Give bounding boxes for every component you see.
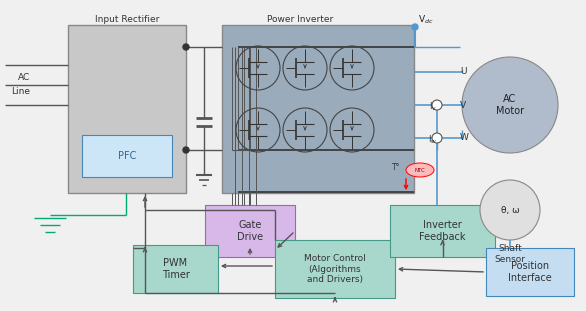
- Bar: [68, 25, 186, 193]
- Text: V$_{dc}$: V$_{dc}$: [418, 14, 434, 26]
- Text: AC: AC: [18, 73, 30, 82]
- Bar: [133, 245, 218, 293]
- Text: I$_w$: I$_w$: [428, 134, 437, 146]
- Text: AC
Motor: AC Motor: [496, 94, 524, 116]
- Text: PFC: PFC: [118, 151, 136, 161]
- Text: Power Inverter: Power Inverter: [267, 15, 333, 24]
- Bar: [275, 240, 395, 298]
- Text: Input Rectifier: Input Rectifier: [95, 15, 159, 24]
- Bar: [222, 25, 414, 193]
- Text: I$_v$: I$_v$: [429, 101, 437, 113]
- Bar: [82, 135, 172, 177]
- Circle shape: [462, 57, 558, 153]
- Circle shape: [183, 44, 189, 50]
- Text: Gate
Drive: Gate Drive: [237, 220, 263, 242]
- Bar: [390, 205, 495, 257]
- Bar: [486, 248, 574, 296]
- Circle shape: [183, 147, 189, 153]
- Text: Inverter
Feedback: Inverter Feedback: [419, 220, 466, 242]
- Text: Position
Interface: Position Interface: [508, 261, 552, 283]
- Text: U: U: [460, 67, 466, 77]
- Text: V: V: [460, 100, 466, 109]
- Circle shape: [432, 133, 442, 143]
- Text: T°: T°: [392, 163, 400, 171]
- Bar: [205, 205, 295, 257]
- Text: NTC: NTC: [415, 168, 425, 173]
- Circle shape: [480, 180, 540, 240]
- Text: θ, ω: θ, ω: [500, 206, 519, 215]
- Text: Line: Line: [11, 86, 30, 95]
- Ellipse shape: [406, 163, 434, 177]
- Text: Motor Control
(Algorithms
and Drivers): Motor Control (Algorithms and Drivers): [304, 254, 366, 284]
- Text: PWM
Timer: PWM Timer: [162, 258, 189, 280]
- Circle shape: [412, 24, 418, 30]
- Text: W: W: [460, 133, 469, 142]
- Text: Shaft
Sensor: Shaft Sensor: [495, 244, 526, 264]
- Circle shape: [432, 100, 442, 110]
